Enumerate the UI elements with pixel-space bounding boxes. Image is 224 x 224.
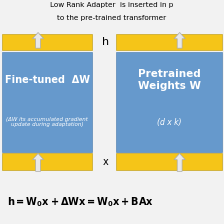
Bar <box>116 52 222 152</box>
Text: Pretrained
Weights W: Pretrained Weights W <box>138 69 201 90</box>
Text: Fine-tuned  ΔW: Fine-tuned ΔW <box>4 75 90 85</box>
Bar <box>116 34 222 50</box>
Text: to the pre-trained transformer: to the pre-trained transformer <box>57 15 167 21</box>
FancyArrow shape <box>32 153 44 171</box>
FancyArrow shape <box>32 32 44 48</box>
Bar <box>2 34 92 50</box>
FancyArrow shape <box>174 153 185 171</box>
Text: (d x k): (d x k) <box>157 118 181 127</box>
Bar <box>116 153 222 170</box>
Text: $\mathbf{h = W_0x + \Delta Wx = W_0x + BAx}$: $\mathbf{h = W_0x + \Delta Wx = W_0x + B… <box>7 195 154 209</box>
Bar <box>2 153 92 170</box>
Text: x: x <box>102 157 108 167</box>
Text: h: h <box>102 37 109 47</box>
Text: (ΔW its accumulated gradient
update during adaptation): (ΔW its accumulated gradient update duri… <box>6 117 88 127</box>
Bar <box>2 52 92 152</box>
FancyArrow shape <box>174 32 185 48</box>
Text: Low Rank Adapter  is inserted in p: Low Rank Adapter is inserted in p <box>50 2 174 8</box>
